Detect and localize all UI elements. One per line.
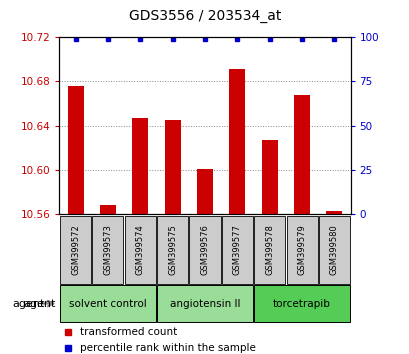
Bar: [124, 216, 155, 284]
Text: agent: agent: [23, 298, 55, 309]
Bar: [318, 216, 349, 284]
Bar: [221, 216, 252, 284]
Text: GSM399580: GSM399580: [329, 224, 338, 275]
Bar: [92, 216, 123, 284]
Bar: [196, 169, 213, 214]
Bar: [164, 120, 180, 214]
Bar: [67, 86, 83, 214]
Bar: [60, 285, 155, 322]
Text: GSM399576: GSM399576: [200, 224, 209, 275]
Bar: [254, 216, 285, 284]
Text: transformed count: transformed count: [80, 327, 177, 337]
Bar: [229, 69, 245, 214]
Bar: [286, 216, 317, 284]
Text: GSM399579: GSM399579: [297, 224, 306, 275]
Text: percentile rank within the sample: percentile rank within the sample: [80, 343, 255, 353]
Text: torcetrapib: torcetrapib: [272, 298, 330, 309]
Text: GSM399573: GSM399573: [103, 224, 112, 275]
Bar: [60, 216, 91, 284]
Bar: [157, 285, 252, 322]
Bar: [293, 95, 309, 214]
Text: angiotensin II: angiotensin II: [169, 298, 240, 309]
Bar: [254, 285, 349, 322]
Text: GSM399572: GSM399572: [71, 224, 80, 275]
Bar: [261, 140, 277, 214]
Text: GDS3556 / 203534_at: GDS3556 / 203534_at: [128, 9, 281, 23]
Text: solvent control: solvent control: [69, 298, 146, 309]
Text: GSM399578: GSM399578: [265, 224, 274, 275]
Text: GSM399577: GSM399577: [232, 224, 241, 275]
Bar: [157, 216, 188, 284]
Text: agent: agent: [12, 298, 45, 309]
Bar: [189, 216, 220, 284]
Bar: [326, 211, 342, 214]
Text: GSM399575: GSM399575: [168, 224, 177, 275]
Text: GSM399574: GSM399574: [135, 224, 144, 275]
Bar: [100, 205, 116, 214]
Bar: [132, 118, 148, 214]
